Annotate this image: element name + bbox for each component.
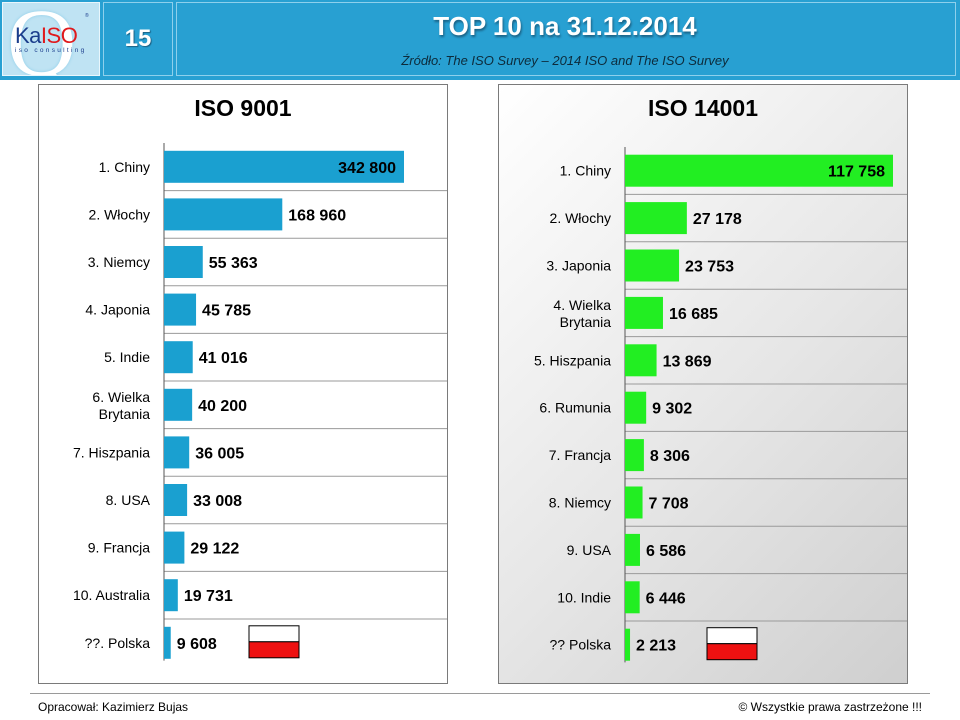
title-box: TOP 10 na 31.12.2014 Źródło: The ISO Sur… <box>176 2 956 76</box>
flag-poland-white <box>706 627 758 645</box>
bar-6 <box>625 391 647 424</box>
category-label: 2. Włochy <box>550 210 611 226</box>
value-label: 19 731 <box>184 588 233 605</box>
category-label: 8. Niemcy <box>549 495 611 511</box>
category-label: ?? Polska <box>550 637 612 653</box>
logo-trademark: ® <box>85 13 89 19</box>
value-label: 342 800 <box>338 160 396 177</box>
category-label: 9. Francja <box>88 540 150 556</box>
bar-8 <box>625 486 643 519</box>
value-label: 9 302 <box>652 401 692 418</box>
bar-7 <box>625 439 644 472</box>
bar-9 <box>625 533 640 566</box>
category-label: 1. Chiny <box>99 159 150 175</box>
chart-panel-iso14001: ISO 14001 1. Chiny 117 758 2. Włochy 27 178… <box>498 84 908 684</box>
value-label: 45 785 <box>202 303 251 320</box>
bar-8 <box>164 484 188 516</box>
bar-11 <box>164 626 171 659</box>
chart-title: ISO 9001 <box>194 95 292 121</box>
chart-iso9001: 1. Chiny 342 800 2. Włochy 168 960 3. Niemcy… <box>73 143 447 661</box>
value-label: 2 213 <box>636 638 676 655</box>
category-label: 2. Włochy <box>89 206 150 222</box>
kaiso-logo: Q KaISO iso consulting ® <box>2 2 100 76</box>
bar-10 <box>164 579 178 612</box>
value-label: 55 363 <box>209 255 258 272</box>
category-label: 7. Hiszpania <box>73 444 150 460</box>
flag-poland-white <box>248 625 300 643</box>
chart-title: ISO 14001 <box>648 95 758 121</box>
category-label: 3. Niemcy <box>88 254 150 270</box>
page-title: TOP 10 na 31.12.2014 <box>433 11 697 41</box>
category-label: 6. Rumunia <box>539 400 611 416</box>
value-label: 41 016 <box>199 350 248 367</box>
bar-10 <box>625 581 640 614</box>
bar-2 <box>164 198 283 231</box>
bar-4 <box>625 296 663 329</box>
bar-4 <box>164 293 197 326</box>
value-label: 23 753 <box>685 259 734 276</box>
category-label: ??. Polska <box>85 635 151 651</box>
value-label: 13 869 <box>663 353 712 370</box>
bar-9 <box>164 531 185 564</box>
value-label: 36 005 <box>195 445 244 462</box>
category-label: 5. Indie <box>104 349 150 365</box>
logo-subtext: iso consulting <box>15 47 87 54</box>
category-label: 9. USA <box>567 542 612 558</box>
bar-3 <box>625 249 680 282</box>
category-label: 4. Japonia <box>85 302 150 318</box>
value-label: 117 758 <box>828 164 885 181</box>
bar-6 <box>164 388 193 421</box>
slide-number-box: 15 <box>103 2 173 76</box>
bar-1 <box>625 154 893 187</box>
page-subtitle: Źródło: The ISO Survey – 2014 ISO and Th… <box>401 53 729 68</box>
value-label: 40 200 <box>198 398 247 415</box>
value-label: 6 586 <box>646 543 686 560</box>
logo-wordmark: KaISO <box>15 23 78 48</box>
category-label: 6. Wielka Brytania <box>92 389 150 422</box>
header-bar: Q KaISO iso consulting ® 15 TOP 10 na 31… <box>0 0 960 80</box>
flag-poland-red <box>706 643 758 661</box>
value-label: 9 608 <box>177 636 217 653</box>
bar-3 <box>164 246 203 278</box>
category-label: 10. Australia <box>73 587 150 603</box>
value-label: 7 708 <box>649 496 689 513</box>
value-label: 6 446 <box>646 590 686 607</box>
flag-poland-red <box>248 641 300 659</box>
bar-1 <box>164 150 404 183</box>
value-label: 168 960 <box>288 207 346 224</box>
category-label: 1. Chiny <box>560 163 611 179</box>
bar-5 <box>625 344 657 377</box>
category-label: 3. Japonia <box>546 258 611 274</box>
bar-2 <box>625 202 687 235</box>
value-label: 33 008 <box>193 493 242 510</box>
bar-11 <box>625 628 631 661</box>
value-label: 27 178 <box>693 211 742 228</box>
category-label: 4. Wielka Brytania <box>553 297 611 330</box>
bar-7 <box>164 436 190 469</box>
category-label: 7. Francja <box>549 447 611 463</box>
chart-iso14001: 1. Chiny 117 758 2. Włochy 27 178 3. Japonia… <box>534 147 907 663</box>
logo-q-glyph: Q <box>7 2 77 76</box>
bar-5 <box>164 341 193 374</box>
chart-panel-iso9001: ISO 9001 1. Chiny 342 800 2. Włochy 168 960… <box>38 84 448 684</box>
footer-rights: © Wszystkie prawa zastrzeżone !!! <box>738 700 922 714</box>
category-label: 5. Hiszpania <box>534 352 611 368</box>
value-label: 29 122 <box>190 541 239 558</box>
footer-divider <box>30 693 930 694</box>
footer-author: Opracował: Kazimierz Bujas <box>38 700 189 714</box>
category-label: 10. Indie <box>557 589 611 605</box>
category-label: 8. USA <box>106 492 151 508</box>
value-label: 8 306 <box>650 448 690 465</box>
slide-number: 15 <box>124 25 152 52</box>
value-label: 16 685 <box>669 306 718 323</box>
